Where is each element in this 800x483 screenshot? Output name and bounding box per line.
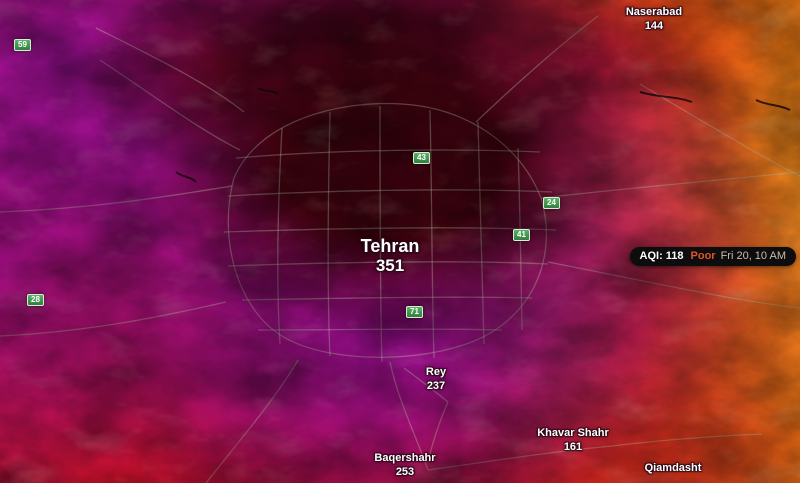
terrain-ridge-marks — [175, 87, 791, 183]
aqi-picker-tooltip[interactable]: AQI: 118 Poor Fri 20, 10 AM — [629, 247, 796, 266]
tooltip-aqi-label: AQI: — [639, 250, 663, 262]
road-badge-43: 43 — [413, 152, 430, 164]
city-aqi-value: 351 — [375, 256, 405, 275]
city-marker-baqershahr[interactable]: Baqershahr 253 — [345, 451, 465, 479]
road-badge-41: 41 — [513, 229, 530, 241]
city-name: Qiamdasht — [644, 462, 702, 474]
tooltip-aqi-value: 118 — [665, 250, 684, 262]
city-aqi-value: 144 — [644, 20, 664, 32]
city-name: Naserabad — [625, 6, 683, 18]
tooltip-status: Poor — [690, 250, 716, 262]
city-marker-khavar-shahr[interactable]: Khavar Shahr 161 — [513, 426, 633, 454]
road-badge-59: 59 — [14, 39, 31, 51]
city-marker-rey[interactable]: Rey 237 — [386, 365, 486, 393]
city-aqi-value: 237 — [426, 380, 446, 392]
city-marker-naserabad[interactable]: Naserabad 144 — [594, 5, 714, 33]
city-marker-qiamdasht[interactable]: Qiamdasht — [613, 461, 733, 475]
tooltip-time: Fri 20, 10 AM — [720, 250, 786, 262]
city-aqi-value: 253 — [395, 466, 415, 478]
city-name: Rey — [425, 366, 447, 378]
city-name: Tehran — [360, 236, 420, 256]
road-badge-28: 28 — [27, 294, 44, 306]
city-name: Baqershahr — [374, 452, 436, 464]
city-marker-tehran[interactable]: Tehran 351 — [330, 236, 450, 276]
city-name: Khavar Shahr — [537, 427, 609, 439]
road-badge-24: 24 — [543, 197, 560, 209]
road-badge-71: 71 — [406, 306, 423, 318]
city-aqi-value: 161 — [563, 441, 583, 453]
